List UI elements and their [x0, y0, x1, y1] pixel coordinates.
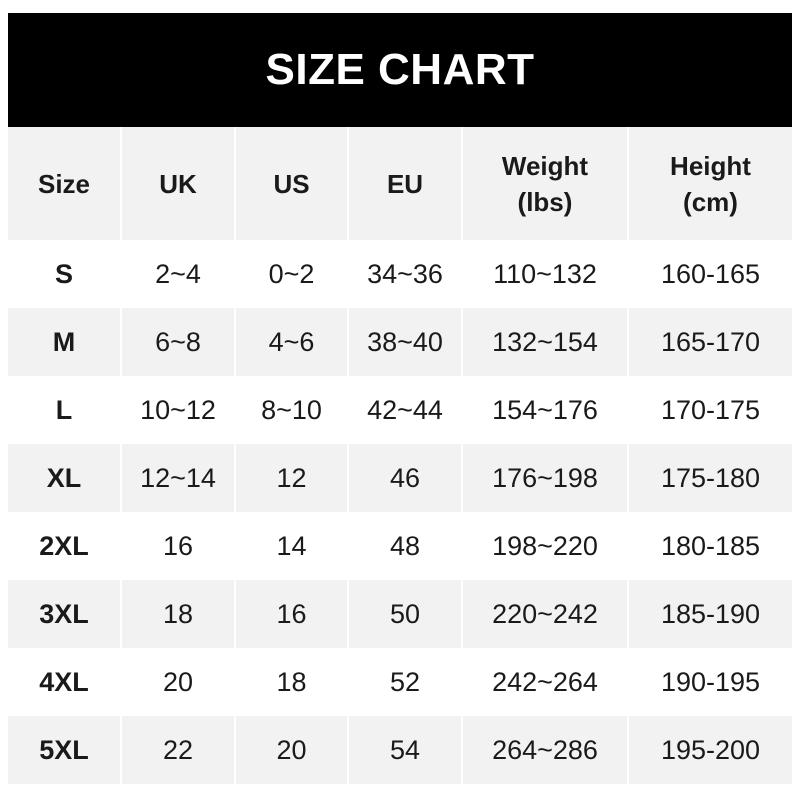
- size-chart-title: SIZE CHART: [8, 13, 792, 127]
- table-cell: 132~154: [461, 308, 628, 376]
- table-cell: 22: [120, 716, 235, 784]
- table-row: 3XL 18 16 50 220~242 185-190: [8, 580, 792, 648]
- table-cell: 50: [347, 580, 462, 648]
- table-cell: 18: [234, 648, 348, 716]
- table-cell: 154~176: [461, 376, 628, 444]
- table-cell: 176~198: [461, 444, 628, 512]
- column-header: UK: [120, 127, 235, 240]
- table-cell: 165-170: [627, 308, 792, 376]
- table-cell: 12: [234, 444, 348, 512]
- table-cell: 2~4: [120, 240, 235, 308]
- column-header: Weight (lbs): [461, 127, 628, 240]
- table-row: 5XL 22 20 54 264~286 195-200: [8, 716, 792, 784]
- table-cell: 160-165: [627, 240, 792, 308]
- size-cell: 5XL: [8, 716, 121, 784]
- table-row: 2XL 16 14 48 198~220 180-185: [8, 512, 792, 580]
- table-cell: 38~40: [347, 308, 462, 376]
- size-cell: XL: [8, 444, 121, 512]
- table-cell: 16: [234, 580, 348, 648]
- table-cell: 18: [120, 580, 235, 648]
- column-header: Size: [8, 127, 121, 240]
- table-cell: 6~8: [120, 308, 235, 376]
- table-cell: 220~242: [461, 580, 628, 648]
- table-cell: 185-190: [627, 580, 792, 648]
- table-cell: 16: [120, 512, 235, 580]
- table-cell: 175-180: [627, 444, 792, 512]
- column-header: Height (cm): [627, 127, 792, 240]
- table-cell: 198~220: [461, 512, 628, 580]
- column-header: US: [234, 127, 348, 240]
- table-cell: 4~6: [234, 308, 348, 376]
- size-cell: 4XL: [39, 666, 89, 697]
- table-cell: 48: [347, 512, 462, 580]
- table-cell: 12~14: [120, 444, 235, 512]
- table-cell: 195-200: [627, 716, 792, 784]
- table-cell: 242~264: [461, 648, 628, 716]
- column-header: EU: [347, 127, 462, 240]
- table-cell: 8~10: [234, 376, 348, 444]
- table-row: M 6~8 4~6 38~40 132~154 165-170: [8, 308, 792, 376]
- table-cell: 42~44: [347, 376, 462, 444]
- header-row: Size UK US EU Weight (lbs) Height (cm): [8, 127, 792, 240]
- size-cell: 2XL: [39, 530, 89, 561]
- size-cell: M: [8, 308, 121, 376]
- table-cell: 10~12: [120, 376, 235, 444]
- table-cell: 46: [347, 444, 462, 512]
- table-cell: 180-185: [627, 512, 792, 580]
- table-cell: 34~36: [347, 240, 462, 308]
- size-cell: S: [54, 258, 73, 289]
- table-cell: 52: [347, 648, 462, 716]
- size-cell: 3XL: [8, 580, 121, 648]
- table-row: 4XL 20 18 52 242~264 190-195: [8, 648, 792, 716]
- size-table: Size UK US EU Weight (lbs) Height (cm) S 2~4 0~…: [8, 127, 792, 784]
- table-cell: 110~132: [461, 240, 628, 308]
- table-row: XL 12~14 12 46 176~198 175-180: [8, 444, 792, 512]
- table-cell: 20: [234, 716, 348, 784]
- table-cell: 0~2: [234, 240, 348, 308]
- table-row: L 10~12 8~10 42~44 154~176 170-175: [8, 376, 792, 444]
- table-cell: 190-195: [627, 648, 792, 716]
- table-row: S 2~4 0~2 34~36 110~132 160-165: [8, 240, 792, 308]
- table-cell: 14: [234, 512, 348, 580]
- table-cell: 264~286: [461, 716, 628, 784]
- table-cell: 54: [347, 716, 462, 784]
- table-cell: 20: [120, 648, 235, 716]
- size-cell: L: [55, 394, 73, 425]
- table-cell: 170-175: [627, 376, 792, 444]
